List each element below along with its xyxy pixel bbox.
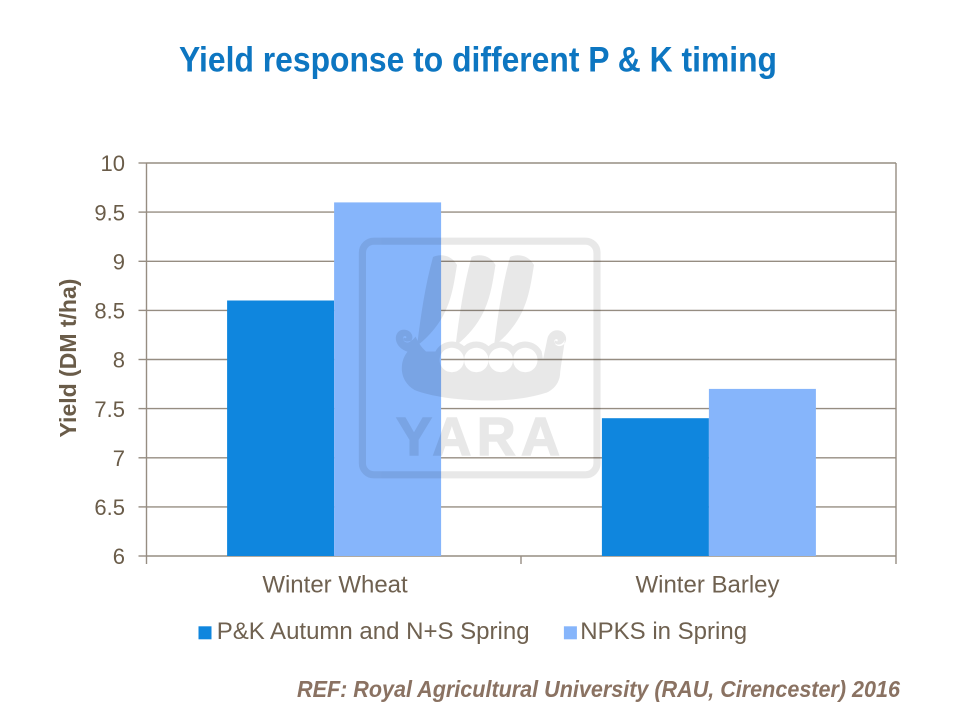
svg-text:Yield response to different P: Yield response to different P & K timing	[179, 41, 777, 80]
svg-text:7.5: 7.5	[94, 397, 125, 422]
svg-text:Winter Barley: Winter Barley	[635, 572, 779, 599]
svg-text:8.5: 8.5	[94, 299, 125, 324]
svg-text:6: 6	[113, 544, 125, 569]
svg-text:6.5: 6.5	[94, 495, 125, 520]
svg-text:REF: Royal Agricultural Univer: REF: Royal Agricultural University (RAU,…	[297, 676, 900, 702]
svg-text:Yield (DM t/ha): Yield (DM t/ha)	[55, 279, 81, 438]
svg-text:P&K Autumn and N+S Spring: P&K Autumn and N+S Spring	[217, 618, 530, 645]
svg-text:7: 7	[113, 446, 125, 471]
svg-text:NPKS in Spring: NPKS in Spring	[580, 618, 747, 645]
svg-text:9.5: 9.5	[94, 200, 125, 225]
svg-text:8: 8	[113, 348, 125, 373]
svg-text:9: 9	[113, 250, 125, 275]
svg-text:Winter Wheat: Winter Wheat	[262, 572, 408, 599]
svg-text:YARA: YARA	[396, 407, 560, 467]
svg-text:10: 10	[101, 151, 125, 176]
